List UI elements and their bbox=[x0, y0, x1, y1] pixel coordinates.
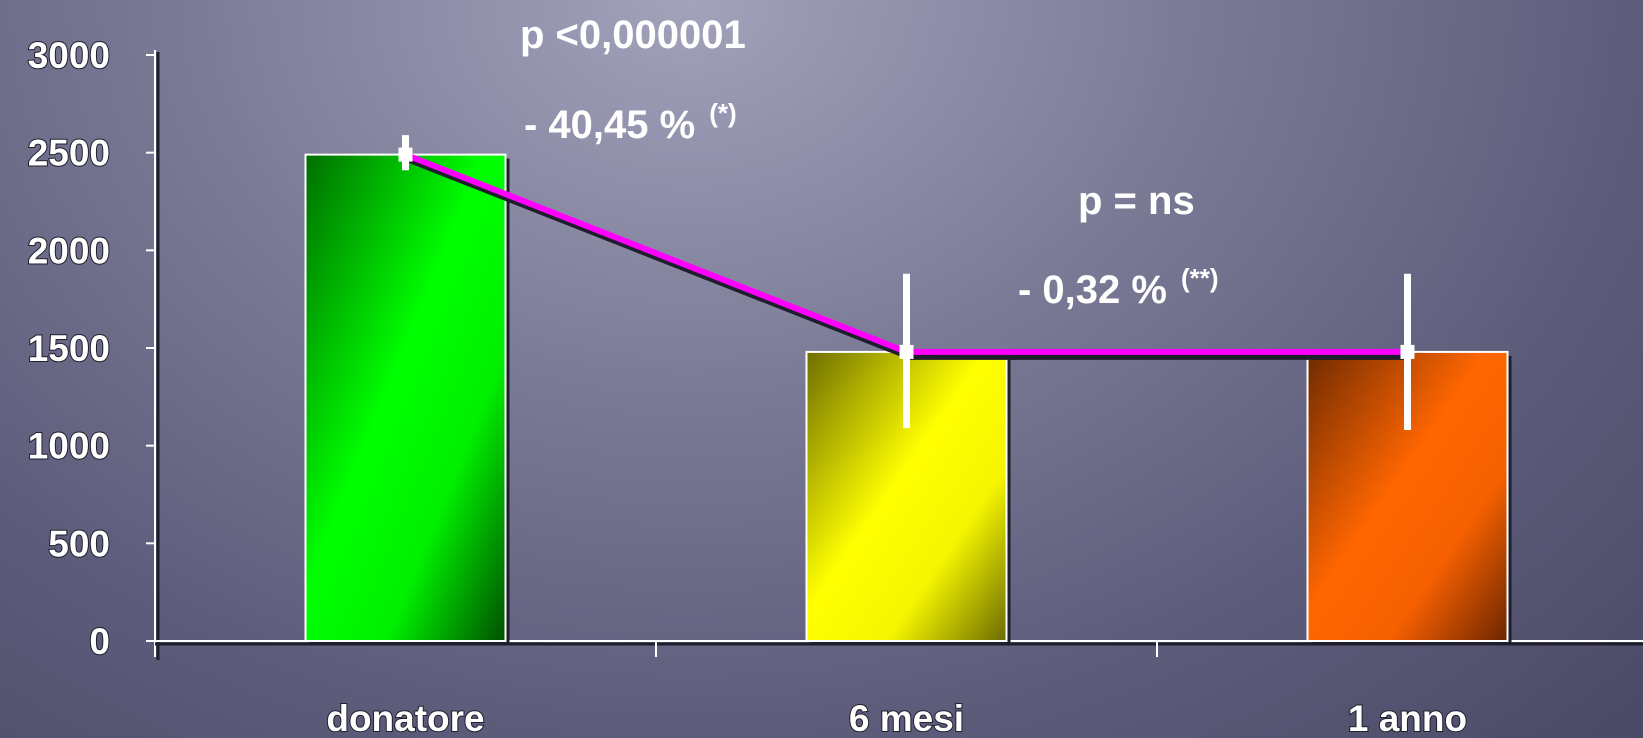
x-tick-labels: donatore 6 mesi 1 anno bbox=[325, 697, 1468, 738]
annotation-p-value-1: p <0,000001 bbox=[520, 13, 746, 57]
annotation-percent-2-value: - 0,32 % bbox=[1018, 268, 1167, 312]
annotation-percent-1: - 40,45 % (*) bbox=[524, 98, 737, 147]
x-tick-label: 1 anno bbox=[1348, 698, 1467, 738]
y-tick-label: 1500 bbox=[28, 328, 110, 369]
annotation-percent-2-sup: (**) bbox=[1181, 263, 1219, 293]
annotation-percent-1-value: - 40,45 % bbox=[524, 103, 695, 147]
y-tick-label: 0 bbox=[89, 621, 110, 662]
annotation-percent-2: - 0,32 % (**) bbox=[1018, 263, 1219, 312]
x-tick-label: donatore bbox=[326, 698, 484, 738]
annotation-p-value-2: p = ns bbox=[1078, 179, 1195, 223]
annotations: p <0,000001 - 40,45 % (*) p = ns - 0,32 %… bbox=[520, 13, 1219, 312]
data-point-marker-1 bbox=[398, 147, 413, 162]
y-tick-label: 2000 bbox=[28, 230, 110, 271]
data-point-marker-2 bbox=[899, 344, 914, 359]
y-tick-label: 1000 bbox=[28, 426, 110, 467]
bar-1 bbox=[304, 153, 507, 642]
data-point-marker-3 bbox=[1400, 344, 1415, 359]
x-tick-label: 6 mesi bbox=[849, 698, 964, 738]
y-tick-label: 3000 bbox=[28, 35, 110, 76]
y-tick-label: 2500 bbox=[28, 133, 110, 174]
y-tick-labels: 0 500 1000 1500 2000 2500 3000 bbox=[27, 34, 111, 663]
annotation-percent-1-sup: (*) bbox=[709, 98, 736, 128]
y-tick-label: 500 bbox=[48, 523, 110, 564]
error-bars bbox=[398, 135, 1415, 431]
